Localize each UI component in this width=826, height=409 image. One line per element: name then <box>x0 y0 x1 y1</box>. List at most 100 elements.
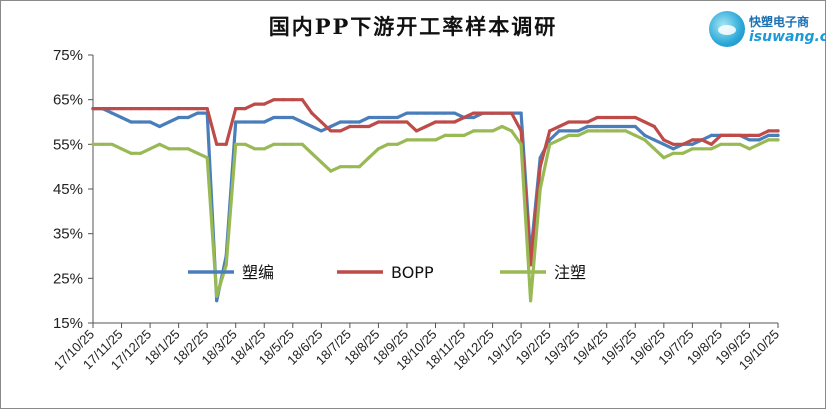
data-point <box>633 124 637 129</box>
data-point <box>234 120 238 124</box>
data-point <box>719 142 723 146</box>
data-point <box>700 138 704 142</box>
data-point <box>557 138 561 142</box>
data-point <box>395 115 399 120</box>
data-point <box>414 138 419 142</box>
data-point <box>234 107 238 111</box>
data-point <box>519 111 523 115</box>
data-point <box>662 156 666 160</box>
data-point <box>452 133 457 137</box>
data-point <box>757 142 761 146</box>
data-point <box>452 111 457 115</box>
data-point <box>291 98 295 102</box>
data-point <box>329 129 333 133</box>
data-point <box>291 115 295 120</box>
data-point <box>243 107 247 111</box>
data-point <box>719 133 723 137</box>
data-point <box>196 111 200 115</box>
data-point <box>576 133 580 137</box>
data-point <box>738 133 742 137</box>
data-point <box>119 107 124 111</box>
data-point <box>433 111 438 115</box>
data-point <box>129 120 133 124</box>
y-tick-label: 25% <box>53 270 83 287</box>
data-point <box>481 129 485 133</box>
data-point <box>747 133 752 137</box>
data-point <box>110 107 114 111</box>
data-point <box>158 107 162 111</box>
data-point <box>348 120 352 124</box>
data-point <box>291 142 295 146</box>
data-point <box>110 111 114 115</box>
data-point <box>224 142 228 146</box>
data-point <box>196 107 200 111</box>
data-point <box>662 138 666 142</box>
data-point <box>652 124 656 129</box>
data-point <box>129 151 133 155</box>
data-point <box>747 138 752 142</box>
data-point <box>624 115 628 120</box>
data-point <box>386 120 390 124</box>
data-point <box>595 124 599 129</box>
data-point <box>700 147 704 151</box>
data-point <box>414 129 419 133</box>
data-point <box>472 111 476 115</box>
data-point <box>224 263 228 267</box>
data-point <box>491 111 495 115</box>
data-point <box>319 160 323 164</box>
data-point <box>367 156 371 160</box>
data-point <box>167 147 171 151</box>
data-point <box>348 165 352 169</box>
data-point <box>519 142 523 146</box>
data-point <box>281 115 285 120</box>
data-point <box>614 124 618 129</box>
data-point <box>443 133 447 137</box>
data-point <box>139 151 143 155</box>
data-point <box>766 138 771 142</box>
y-tick-label: 45% <box>53 181 83 198</box>
data-point <box>576 120 580 124</box>
data-point <box>472 129 476 133</box>
data-point <box>319 120 323 124</box>
data-point <box>177 115 181 120</box>
data-point <box>148 120 152 124</box>
data-point <box>243 120 247 124</box>
chart-title: 国内PP下游开工率样本调研 <box>268 14 558 39</box>
data-point <box>481 111 485 115</box>
data-point <box>253 102 257 106</box>
data-point <box>196 151 200 155</box>
y-tick-label: 75% <box>53 47 83 64</box>
legend-label: BOPP <box>391 263 434 282</box>
data-point <box>766 133 771 137</box>
data-point <box>205 107 209 111</box>
data-point <box>272 142 276 146</box>
data-point <box>348 124 352 129</box>
data-point <box>652 138 656 142</box>
data-point <box>414 111 419 115</box>
data-point <box>624 129 628 133</box>
logo-text-cn: 快塑电子商 <box>749 15 810 29</box>
data-point <box>728 142 733 146</box>
data-point <box>500 124 504 129</box>
data-point <box>614 129 618 133</box>
data-point <box>357 124 361 129</box>
data-point <box>776 138 780 142</box>
data-point <box>243 142 247 146</box>
data-point <box>215 142 219 146</box>
data-point <box>491 129 495 133</box>
series-line-3 <box>91 124 780 303</box>
data-point <box>367 115 371 120</box>
data-point <box>633 133 637 137</box>
data-point <box>681 151 685 155</box>
data-point <box>443 111 447 115</box>
data-point <box>567 120 571 124</box>
logo-icon <box>709 11 745 47</box>
data-point <box>519 129 523 133</box>
data-point <box>272 98 276 102</box>
data-point <box>605 129 609 133</box>
data-point <box>329 169 333 173</box>
data-point <box>690 147 695 151</box>
logo: 快塑电子商 isuwang.co <box>709 9 826 49</box>
data-point <box>300 98 304 102</box>
